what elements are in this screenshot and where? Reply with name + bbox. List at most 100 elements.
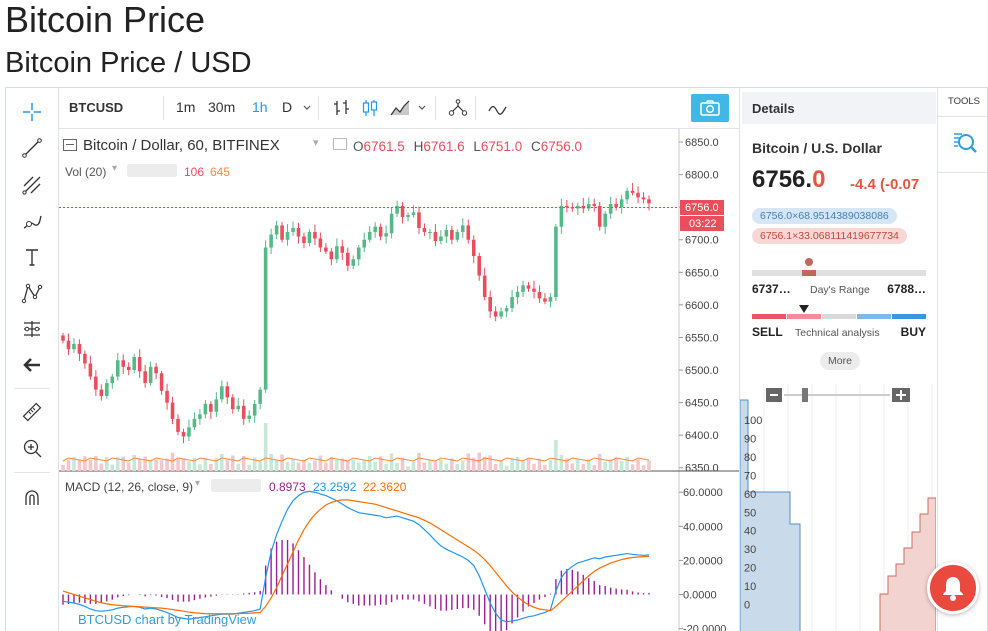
candle-body [99,389,104,397]
timeframe-1m[interactable]: 1m [176,99,196,115]
last-price-tag-label: 6756.0 [685,202,719,214]
candle-body [367,231,372,240]
volume-bar [340,458,345,471]
volume-bar [439,459,443,471]
volume-bar [450,458,454,471]
macd-signal-value: 22.3620 [363,480,407,494]
day-range-low: 6737… [752,282,791,296]
volume-value: 106 [184,165,205,179]
drawing-toolbar [6,88,59,631]
snapshot-button[interactable] [691,94,729,122]
timeframe-1h[interactable]: 1h [252,99,268,115]
candle-body [225,386,230,398]
candle-body [236,405,241,410]
volume-legend-label[interactable]: Vol (20) [65,165,107,179]
candle-body [499,311,503,317]
volume-legend-buttons[interactable] [127,164,177,177]
chart-area[interactable]: 6850.06800.06750.06700.06650.06600.06550… [59,129,739,631]
fib-icon[interactable] [18,171,46,199]
details-last-price: 6756.0 [752,166,826,193]
volume-bar [121,456,126,471]
candle-body [115,360,120,377]
ta-sell-label: SELL [752,325,783,339]
volume-bar [220,454,224,471]
ta-label[interactable]: Technical analysis [795,327,880,339]
chevron-down-icon[interactable]: ▾ [112,163,118,174]
prediction-icon[interactable] [18,315,46,343]
camera-icon [700,100,720,116]
volume-bar [88,460,93,471]
volume-bar [367,456,372,471]
brush-icon[interactable] [18,207,46,235]
candle-body [411,212,416,215]
trend-line-icon[interactable] [18,134,46,162]
macd-legend-label[interactable]: MACD (12, 26, close, 9) [65,480,194,494]
volume-bar [159,460,164,471]
price-axis-label: 6600.0 [685,300,719,312]
pattern-icon[interactable] [18,279,46,307]
volume-bar [417,453,421,471]
back-arrow-icon[interactable] [18,351,46,379]
chevron-down-icon[interactable] [417,98,427,118]
candle-body [592,203,597,206]
volume-bar [482,456,487,471]
volume-bar [510,458,514,471]
candle-body [187,427,191,437]
volume-bar [499,460,503,471]
volume-bar [603,462,607,471]
collapse-legend-icon[interactable] [63,139,77,151]
indicators-icon[interactable] [447,98,469,118]
volume-bar [209,464,213,471]
depth-zoom-handle[interactable] [802,388,808,402]
bars-style-icon[interactable] [331,98,353,118]
candle-body [241,405,246,419]
candle-body [126,366,131,371]
ta-sell-segment [787,314,821,319]
candle-body [77,343,82,354]
volume-bar [285,462,290,471]
magnet-icon[interactable] [18,484,46,512]
ruler-icon[interactable] [18,398,46,426]
compare-icon[interactable] [487,98,509,118]
candles-style-icon[interactable] [359,98,381,118]
text-tool-icon[interactable] [18,243,46,271]
more-button[interactable]: More [820,352,860,370]
candle-body [636,192,640,198]
timeframe-d[interactable]: D [282,99,293,115]
volume-bar [105,457,109,471]
chevron-down-icon[interactable]: ▾ [195,478,201,489]
chevron-down-icon[interactable] [302,98,312,118]
legend-symbol-title[interactable]: Bitcoin / Dollar, 60, BITFINEX [83,137,280,154]
day-range-marker [802,270,816,276]
details-symbol-name: Bitcoin / U.S. Dollar [752,140,882,156]
candle-body [630,190,635,193]
crosshair-icon[interactable] [18,98,46,126]
macd-line-value: 23.2592 [313,480,357,494]
candle-body [209,403,213,412]
volume-bar [187,461,191,471]
macd-legend-buttons[interactable] [211,479,261,492]
timeframe-30m[interactable]: 30m [208,99,236,115]
candle-body [61,335,65,341]
notification-bell-button[interactable] [927,562,979,614]
zoom-icon[interactable] [18,434,46,462]
search-details-icon[interactable] [952,130,978,156]
chevron-down-icon[interactable]: ▾ [313,137,319,149]
symbol-search-button[interactable]: BTCUSD [69,100,124,115]
volume-ma-line [62,457,650,462]
price-chart[interactable]: 6850.06800.06750.06700.06650.06600.06550… [59,129,739,631]
candle-body [203,403,208,415]
volume-bar [384,463,388,471]
tools-label[interactable]: TOOLS [947,96,981,107]
volume-bar [302,459,306,471]
volume-bar [554,440,558,471]
candle-body [373,226,377,232]
volume-bar [526,458,531,471]
area-style-icon[interactable] [389,98,411,118]
tradingview-watermark[interactable]: BTCUSD chart by TradingView [78,612,257,627]
eye-icon[interactable] [333,138,347,150]
details-panel: Details Bitcoin / U.S. Dollar 6756.0 -4.… [739,88,936,631]
candle-body [603,213,607,227]
candle-body [614,203,618,208]
